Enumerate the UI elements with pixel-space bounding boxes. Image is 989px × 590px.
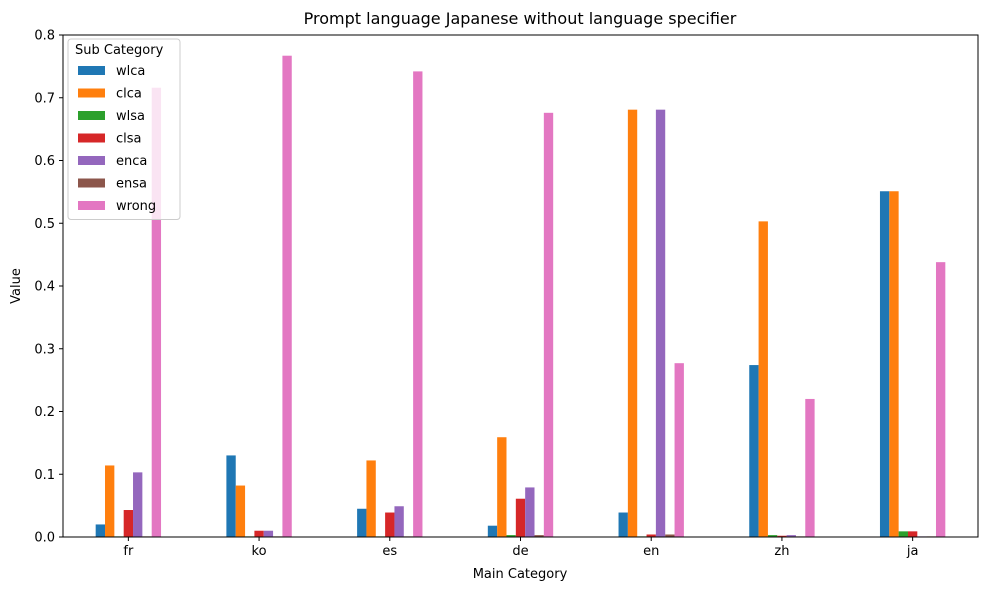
- y-axis: 0.0 0.1 0.2 0.3 0.4 0.5 0.6 0.7 0.8: [34, 29, 63, 546]
- legend-label-enca: enca: [116, 154, 147, 169]
- x-tick-label: zh: [774, 544, 789, 559]
- y-tick-label: 0.3: [34, 342, 55, 357]
- bar-clca-ko: [235, 485, 246, 537]
- bar-enca-fr: [133, 472, 143, 537]
- bar-clsa-zh: [777, 535, 787, 537]
- bar-enca-de: [525, 487, 535, 537]
- y-tick-label: 0.8: [34, 29, 55, 44]
- legend-swatch-clca: [78, 88, 105, 98]
- y-tick-label: 0.6: [34, 154, 55, 169]
- bar-clsa-en: [646, 534, 656, 537]
- bar-wrong-ko: [282, 55, 292, 538]
- bar-wrong-ja: [935, 262, 946, 537]
- y-tick-label: 0.1: [34, 468, 55, 483]
- bar-wlsa-zh: [767, 535, 778, 537]
- bar-clsa-fr: [123, 510, 134, 537]
- x-tick-label: de: [512, 544, 528, 559]
- x-axis-label: Main Category: [473, 567, 568, 582]
- legend-label-ensa: ensa: [116, 177, 147, 192]
- y-axis-label: Value: [9, 268, 24, 304]
- bar-wrong-fr: [151, 87, 162, 538]
- x-tick-label: ko: [252, 544, 267, 559]
- y-tick-label: 0.7: [34, 91, 55, 106]
- bar-ensa-en: [665, 534, 675, 537]
- bar-wlca-es: [357, 508, 367, 537]
- legend-label-clca: clca: [116, 87, 142, 102]
- legend-label-clsa: clsa: [116, 132, 142, 147]
- x-axis: fr ko es de en zh ja: [123, 537, 918, 559]
- bar-clca-en: [627, 109, 638, 538]
- bar-clsa-ja: [907, 531, 918, 537]
- legend-title: Sub Category: [75, 43, 164, 58]
- x-tick-label: ja: [906, 544, 919, 559]
- bar-wlsa-ja: [898, 531, 908, 537]
- legend-swatch-ensa: [78, 178, 105, 188]
- bar-wlca-zh: [749, 365, 759, 537]
- y-tick-label: 0.2: [34, 405, 55, 420]
- legend-label-wrong: wrong: [116, 199, 156, 214]
- legend-items: wlca clca wlsa clsa enca ensa wrong: [78, 64, 156, 214]
- legend-swatch-wlca: [78, 66, 105, 75]
- y-tick-label: 0.0: [34, 531, 55, 546]
- bars-group: [95, 55, 946, 538]
- bar-enca-en: [655, 109, 666, 538]
- bar-wlca-de: [487, 525, 498, 537]
- bar-ensa-de: [534, 535, 544, 537]
- bar-enca-es: [394, 506, 404, 537]
- bar-wlca-ja: [879, 191, 890, 537]
- bar-clca-zh: [758, 221, 768, 537]
- bar-enca-ko: [263, 530, 274, 537]
- bar-wrong-de: [543, 112, 554, 537]
- bar-wlca-fr: [95, 524, 106, 537]
- bar-wlca-en: [618, 512, 628, 537]
- legend-label-wlsa: wlsa: [116, 109, 145, 124]
- x-tick-label: en: [643, 544, 659, 559]
- bar-wrong-es: [413, 71, 423, 538]
- chart-title: Prompt language Japanese without languag…: [304, 9, 737, 28]
- bar-clca-ja: [889, 191, 899, 537]
- bar-wrong-zh: [805, 398, 815, 537]
- legend-label-wlca: wlca: [116, 64, 145, 79]
- bar-clca-de: [497, 437, 507, 537]
- legend-swatch-enca: [78, 156, 105, 165]
- legend-box: [67, 38, 181, 220]
- x-tick-label: es: [382, 544, 397, 559]
- bar-clca-es: [366, 460, 376, 537]
- bar-clsa-es: [385, 512, 395, 537]
- bar-clsa-de: [515, 498, 526, 537]
- legend-swatch-wlsa: [78, 111, 105, 120]
- bar-wlca-ko: [226, 455, 236, 537]
- bar-wrong-en: [674, 363, 684, 537]
- y-tick-label: 0.5: [34, 217, 55, 232]
- legend-swatch-wrong: [78, 201, 105, 210]
- legend-swatch-clsa: [78, 133, 105, 143]
- bar-enca-zh: [786, 535, 796, 537]
- legend: Sub Category wlca clca wlsa clsa enca ensa wro…: [67, 38, 181, 220]
- plot-frame: [62, 34, 979, 538]
- bar-clsa-ko: [254, 530, 264, 537]
- x-tick-label: fr: [123, 544, 134, 559]
- bar-clca-fr: [105, 465, 115, 537]
- bar-wlsa-de: [506, 535, 516, 537]
- y-tick-label: 0.4: [34, 280, 55, 295]
